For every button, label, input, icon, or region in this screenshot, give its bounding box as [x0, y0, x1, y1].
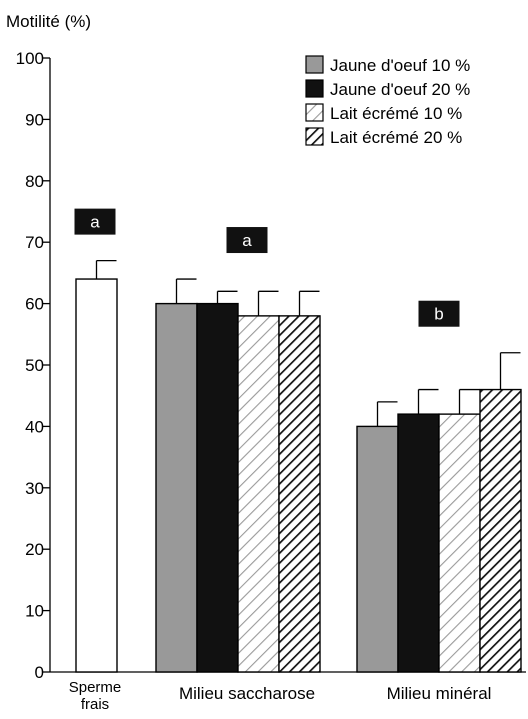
y-tick-label: 20 [25, 540, 44, 559]
y-tick-label: 10 [25, 602, 44, 621]
y-axis-label: Motilité (%) [6, 12, 91, 31]
legend-label: Jaune d'oeuf 20 % [330, 80, 470, 99]
significance-labels: a a b [74, 208, 460, 327]
bar [278, 315, 321, 673]
significance-box [74, 208, 116, 235]
bar [155, 302, 198, 673]
legend-swatch [305, 55, 324, 74]
y-tick-label: 30 [25, 479, 44, 498]
significance-letter: a [90, 213, 100, 232]
bar [479, 388, 522, 673]
y-tick-label: 70 [25, 233, 44, 252]
bar [397, 413, 440, 673]
y-tick-label: 90 [25, 110, 44, 129]
y-tick-label: 0 [35, 663, 44, 682]
error-bars [95, 259, 521, 427]
bar [356, 425, 399, 673]
y-tick-label: 40 [25, 417, 44, 436]
y-tick-label: 100 [16, 49, 44, 68]
bar [438, 413, 481, 673]
y-ticks: 0 10 20 30 40 50 60 70 80 90 100 [16, 49, 50, 682]
y-tick-label: 60 [25, 295, 44, 314]
significance-letter: a [242, 231, 252, 250]
bar [237, 315, 280, 673]
category-label: Milieu saccharose [179, 684, 315, 703]
y-tick-label: 50 [25, 356, 44, 375]
bar [196, 302, 239, 673]
legend-swatch [305, 127, 324, 146]
significance-letter: b [434, 305, 443, 324]
significance-box [226, 227, 268, 254]
bar [75, 278, 118, 673]
legend-label: Jaune d'oeuf 10 % [330, 56, 470, 75]
significance-box [418, 300, 460, 327]
legend-label: Lait écrémé 10 % [330, 104, 462, 123]
category-label: Milieu minéral [387, 684, 492, 703]
legend-label: Lait écrémé 20 % [330, 128, 462, 147]
category-label: frais [81, 696, 109, 713]
legend-swatch [305, 103, 324, 122]
category-label: Sperme [69, 679, 122, 696]
y-tick-label: 80 [25, 172, 44, 191]
legend: Jaune d'oeuf 10 % Jaune d'oeuf 20 % Lait é… [305, 55, 470, 147]
legend-swatch [305, 79, 324, 98]
bars [75, 278, 522, 673]
